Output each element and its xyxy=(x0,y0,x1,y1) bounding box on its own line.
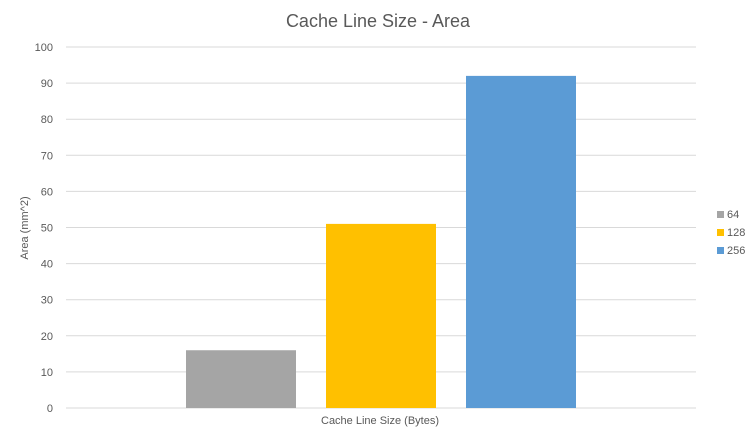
bar-256 xyxy=(466,75,576,408)
legend-swatch-256 xyxy=(717,247,724,254)
y-tick-label: 30 xyxy=(41,295,53,307)
y-tick-label: 0 xyxy=(47,403,53,415)
legend-swatch-128 xyxy=(717,229,724,236)
legend-label-256: 256 xyxy=(727,245,745,257)
y-tick-label: 40 xyxy=(41,259,53,271)
legend-swatch-64 xyxy=(717,211,724,218)
y-tick-label: 80 xyxy=(41,114,53,126)
bars xyxy=(186,75,576,408)
y-axis-label: Area (mm^2) xyxy=(19,196,31,259)
y-axis-ticks: 0 10 20 30 40 50 60 70 80 90 100 xyxy=(35,42,53,415)
legend: 64 128 256 xyxy=(717,209,745,257)
y-tick-label: 100 xyxy=(35,42,53,54)
y-tick-label: 50 xyxy=(41,223,53,235)
bar-128 xyxy=(326,223,436,408)
y-tick-label: 10 xyxy=(41,367,53,379)
chart-title: Cache Line Size - Area xyxy=(286,11,471,31)
y-tick-label: 90 xyxy=(41,78,53,90)
y-tick-label: 20 xyxy=(41,331,53,343)
y-tick-label: 70 xyxy=(41,150,53,162)
y-tick-label: 60 xyxy=(41,186,53,198)
x-axis-label: Cache Line Size (Bytes) xyxy=(321,415,439,427)
legend-label-64: 64 xyxy=(727,209,739,221)
bar-64 xyxy=(186,350,296,408)
legend-label-128: 128 xyxy=(727,227,745,239)
